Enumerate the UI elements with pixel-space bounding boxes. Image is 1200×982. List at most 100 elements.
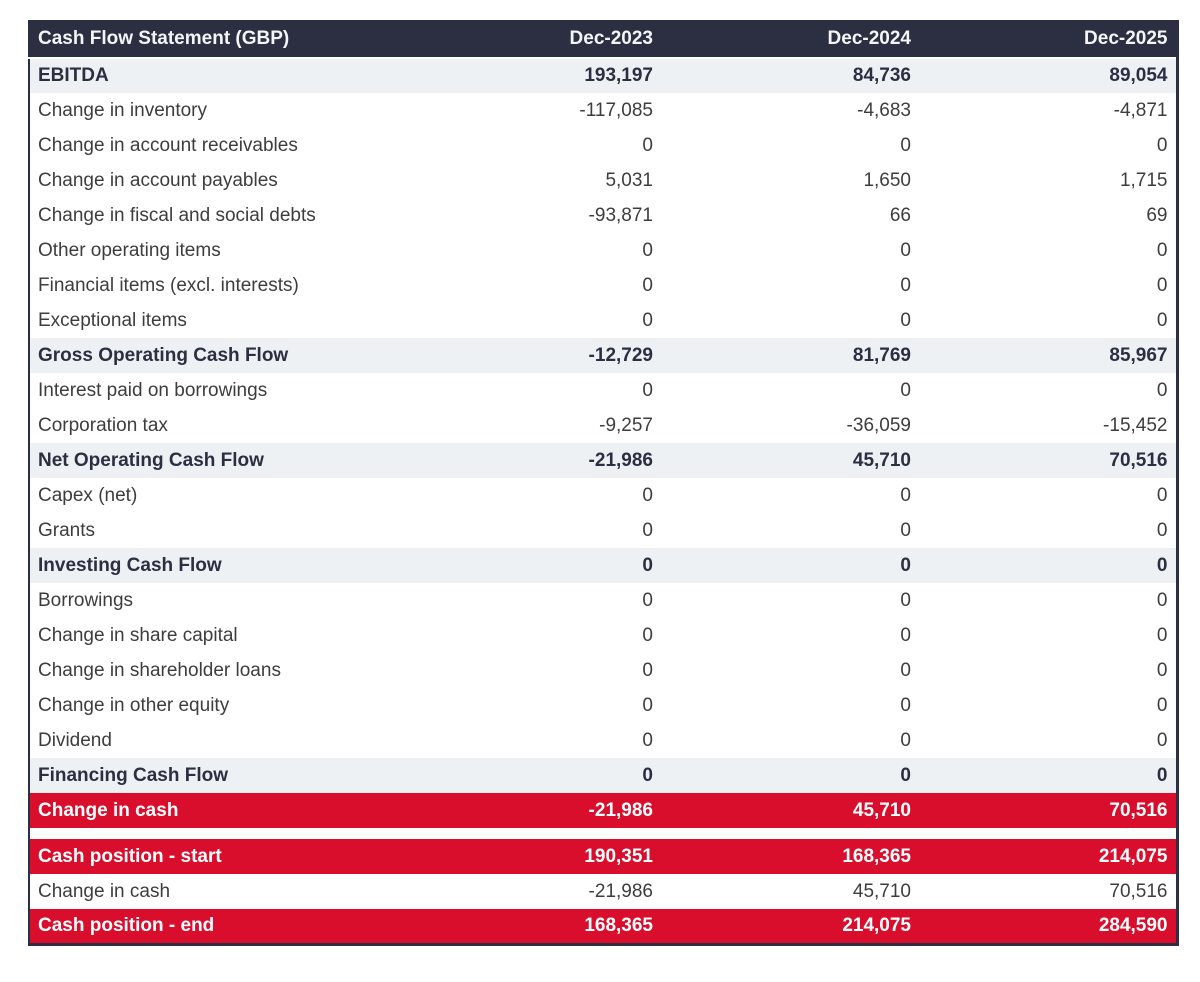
row-value: -21,986 [403,874,661,909]
row-value: 0 [919,688,1177,723]
header-row: Cash Flow Statement (GBP) Dec-2023 Dec-2… [29,20,1177,59]
table-row: Other operating items 0 0 0 [29,233,1177,268]
table-row: Cash position - start 190,351 168,365 214,0… [29,839,1177,874]
row-label: Grants [29,513,403,548]
table-header: Cash Flow Statement (GBP) Dec-2023 Dec-2… [29,20,1177,59]
row-value: -9,257 [403,408,661,443]
row-value: 1,650 [661,163,919,198]
table-row: Change in cash -21,986 45,710 70,516 [29,793,1177,828]
row-label: Exceptional items [29,303,403,338]
row-value: -4,683 [661,93,919,128]
table-row: Financial items (excl. interests) 0 0 0 [29,268,1177,303]
row-value: 0 [919,303,1177,338]
row-label: Change in inventory [29,93,403,128]
cash-flow-table: Cash Flow Statement (GBP) Dec-2023 Dec-2… [28,20,1179,946]
table-row: EBITDA 193,197 84,736 89,054 [29,58,1177,93]
table-row: Change in fiscal and social debts -93,871… [29,198,1177,233]
table-row: Change in account payables 5,031 1,650 1,71… [29,163,1177,198]
row-value: 0 [919,478,1177,513]
row-value: 0 [661,128,919,163]
row-value: 0 [919,653,1177,688]
row-value: 45,710 [661,443,919,478]
row-value: 0 [661,548,919,583]
row-value: 0 [661,373,919,408]
column-header-dec-2025: Dec-2025 [919,20,1177,59]
table-row: Borrowings 0 0 0 [29,583,1177,618]
row-value: -117,085 [403,93,661,128]
row-value: 0 [403,618,661,653]
row-value: 284,590 [919,909,1177,944]
row-label: Other operating items [29,233,403,268]
row-value: 0 [403,688,661,723]
row-value: 0 [919,513,1177,548]
row-value: 214,075 [661,909,919,944]
row-label: Investing Cash Flow [29,548,403,583]
row-value: -15,452 [919,408,1177,443]
row-value: -93,871 [403,198,661,233]
row-label: Corporation tax [29,408,403,443]
table-row: Capex (net) 0 0 0 [29,478,1177,513]
row-value: 0 [403,268,661,303]
row-value: 69 [919,198,1177,233]
row-value: 0 [403,478,661,513]
table-row: Change in shareholder loans 0 0 0 [29,653,1177,688]
table-row: Grants 0 0 0 [29,513,1177,548]
row-value: 0 [919,583,1177,618]
row-label: Change in account payables [29,163,403,198]
row-value: 168,365 [403,909,661,944]
row-value: 0 [919,548,1177,583]
row-value: 0 [403,548,661,583]
row-value: 0 [403,303,661,338]
row-value: 5,031 [403,163,661,198]
row-value: 81,769 [661,338,919,373]
row-value: 0 [661,478,919,513]
row-label: Financial items (excl. interests) [29,268,403,303]
row-value: 0 [661,583,919,618]
table-row: Financing Cash Flow 0 0 0 [29,758,1177,793]
row-value: 0 [661,303,919,338]
table-row: Change in other equity 0 0 0 [29,688,1177,723]
row-label: Gross Operating Cash Flow [29,338,403,373]
row-value: 0 [403,758,661,793]
row-value: 66 [661,198,919,233]
column-header-dec-2023: Dec-2023 [403,20,661,59]
row-label: Capex (net) [29,478,403,513]
row-label: Cash position - end [29,909,403,944]
row-value: 85,967 [919,338,1177,373]
row-label: Change in fiscal and social debts [29,198,403,233]
row-value: 0 [661,233,919,268]
table-row: Net Operating Cash Flow -21,986 45,710 70,5… [29,443,1177,478]
row-value: 0 [661,653,919,688]
row-value: 70,516 [919,793,1177,828]
row-label: Financing Cash Flow [29,758,403,793]
column-header-dec-2024: Dec-2024 [661,20,919,59]
table-row: Change in account receivables 0 0 0 [29,128,1177,163]
row-label: Change in cash [29,793,403,828]
cash-flow-statement-container: Cash Flow Statement (GBP) Dec-2023 Dec-2… [28,20,1179,946]
row-value: 0 [919,618,1177,653]
row-label: Dividend [29,723,403,758]
row-label: Interest paid on borrowings [29,373,403,408]
row-value: 0 [919,128,1177,163]
row-value: 0 [403,513,661,548]
row-label: Change in account receivables [29,128,403,163]
row-value: 0 [661,758,919,793]
row-value: 0 [919,723,1177,758]
table-row: Cash position - end 168,365 214,075 284,590 [29,909,1177,944]
row-value: 190,351 [403,839,661,874]
row-label: Borrowings [29,583,403,618]
table-row: Corporation tax -9,257 -36,059 -15,452 [29,408,1177,443]
row-value: 214,075 [919,839,1177,874]
table-row: Change in inventory -117,085 -4,683 -4,871 [29,93,1177,128]
row-label: Net Operating Cash Flow [29,443,403,478]
row-value: 0 [661,688,919,723]
row-value: 0 [661,618,919,653]
row-value: 70,516 [919,874,1177,909]
row-label: Change in share capital [29,618,403,653]
row-value: -21,986 [403,793,661,828]
row-value: 0 [403,233,661,268]
row-value: 0 [661,723,919,758]
row-value: 0 [403,583,661,618]
row-value: 45,710 [661,793,919,828]
row-value: 0 [403,373,661,408]
